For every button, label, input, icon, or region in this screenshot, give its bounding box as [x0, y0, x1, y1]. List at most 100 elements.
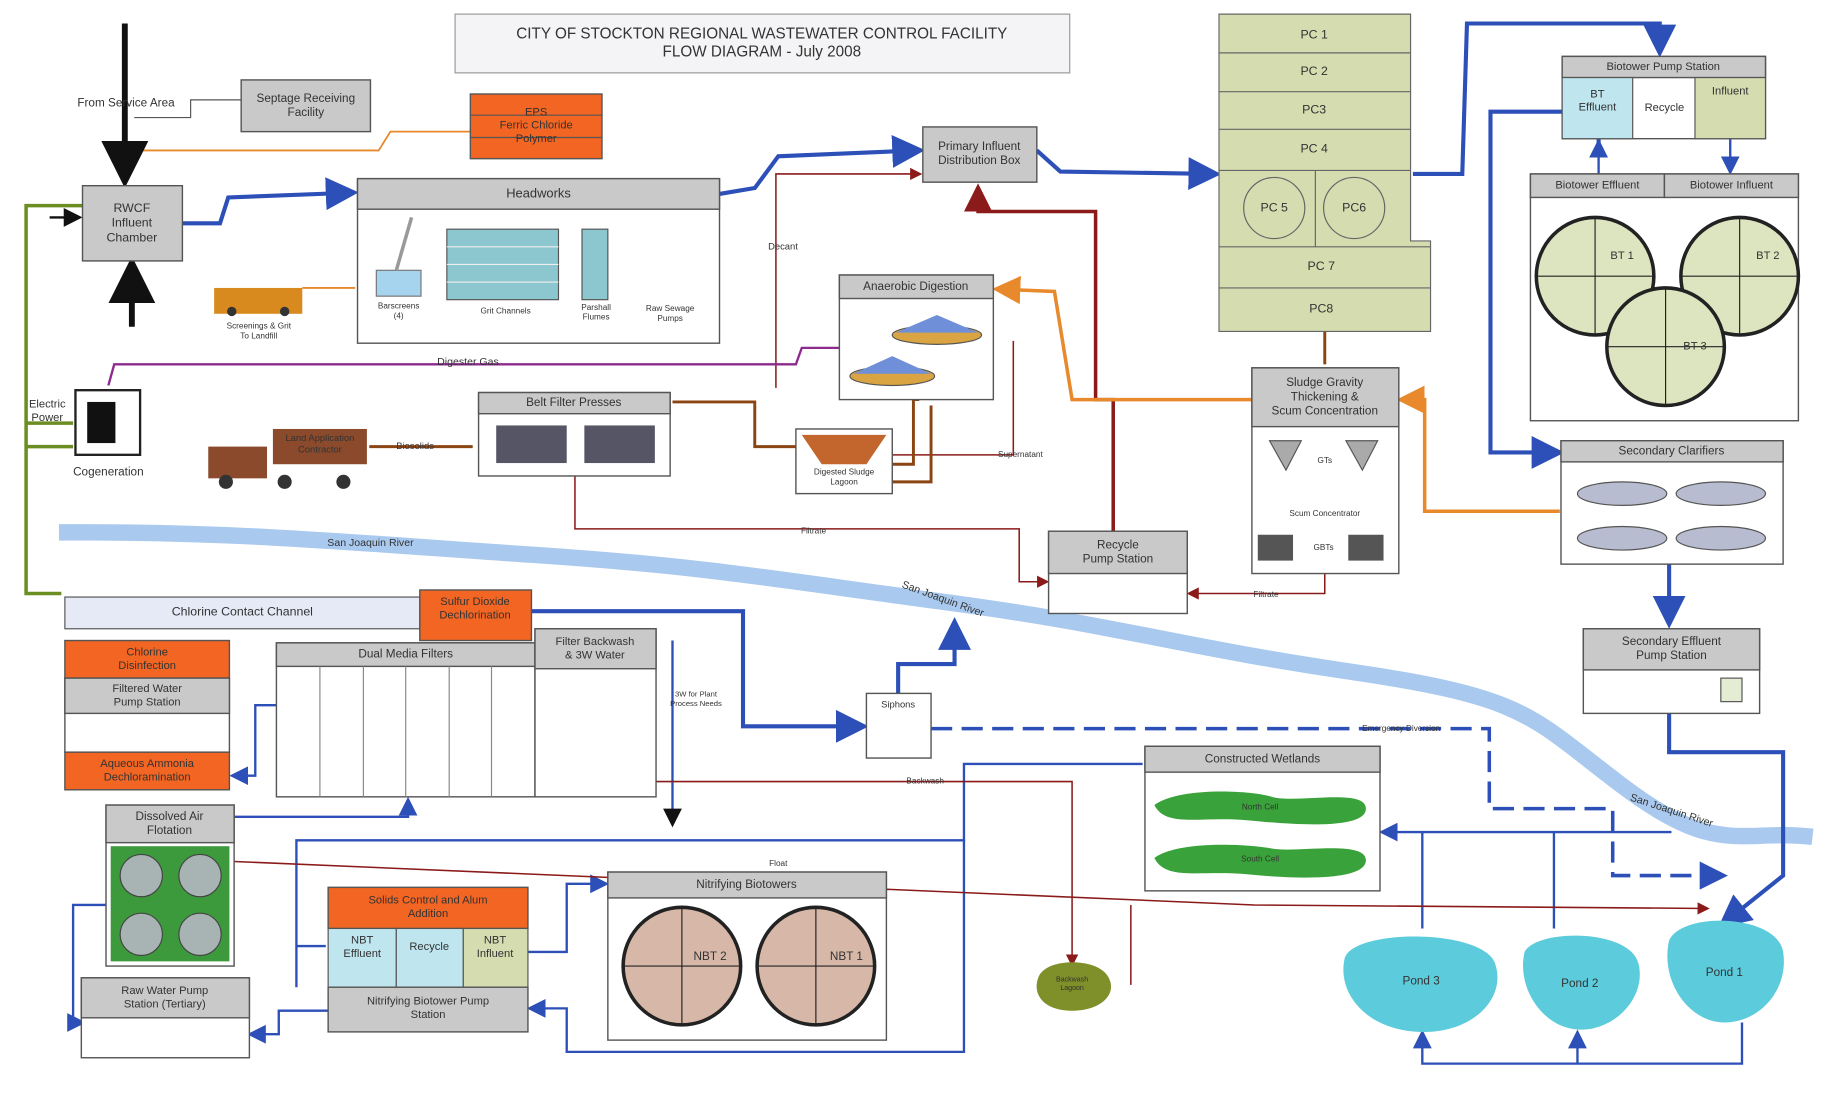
process-box: [1536, 217, 1799, 406]
label: Lagoon: [830, 477, 858, 486]
label: Distribution Box: [938, 154, 1020, 167]
process-box: [64, 13, 1801, 1059]
label: 3W for Plant: [675, 690, 718, 699]
label: PC3: [1302, 103, 1326, 117]
title: FLOW DIAGRAM - July 2008: [663, 44, 862, 61]
process-box: [327, 927, 397, 988]
label: NBT: [351, 935, 373, 947]
label: Dissolved Air: [136, 810, 204, 823]
label: Parshall: [581, 303, 611, 312]
label: PC 1: [1300, 28, 1328, 42]
process-box: [1561, 76, 1634, 140]
label: Chlorine Contact Channel: [172, 605, 313, 619]
process-box: [865, 692, 932, 759]
label: Effluent: [343, 948, 382, 960]
process-box: [218, 474, 233, 489]
process-box: [1348, 534, 1384, 561]
process-box: [277, 474, 292, 489]
process-box: [218, 306, 351, 489]
label: Filtrate: [1253, 590, 1279, 599]
label: Digester Gas: [437, 356, 499, 368]
label: Biosolids: [396, 440, 434, 451]
label: Nitrifying Biotowers: [696, 878, 797, 891]
label: Recycle: [409, 941, 449, 953]
label: PC 2: [1300, 64, 1328, 78]
label: NBT 1: [830, 950, 863, 963]
process-box: [356, 177, 721, 210]
main-flow-pipe: [234, 796, 418, 818]
label: Contractor: [298, 443, 342, 454]
label: Backwash: [906, 777, 944, 786]
label: PC 7: [1308, 259, 1336, 273]
main-flow-pipe: [182, 177, 359, 226]
process-box: [1561, 55, 1767, 79]
main-flow-pipe: [247, 1009, 329, 1044]
label: Recycle: [1097, 538, 1139, 551]
sludge-pipe: [24, 203, 83, 596]
label: Pond 3: [1403, 974, 1441, 987]
sludge-pipe: [1186, 573, 1326, 600]
label: Power: [31, 412, 63, 424]
label: PC 5: [1261, 200, 1289, 214]
main-flow-pipe: [526, 840, 966, 1054]
label: South Cell: [1241, 854, 1279, 863]
sludge-pipe: [992, 275, 1252, 402]
sludge-pipe: [963, 183, 1115, 532]
label: Supernatant: [998, 450, 1043, 459]
label: Filtrate: [801, 526, 827, 535]
label: Station (Tertiary): [124, 998, 206, 1010]
process-box: [81, 184, 184, 262]
process-box: [1047, 530, 1188, 575]
process-box: [581, 228, 609, 301]
process-box: [1257, 534, 1294, 561]
main-flow-pipe: [896, 617, 972, 694]
label: Disinfection: [118, 660, 176, 672]
label: Pond 1: [1706, 966, 1743, 979]
label: Flumes: [583, 313, 610, 322]
label: Backwash: [1056, 976, 1088, 983]
label: Solids Control and Alum: [368, 895, 487, 907]
label: & 3W Water: [565, 649, 625, 661]
title-box: [454, 13, 1071, 74]
process-box: [208, 446, 268, 479]
label: Electric: [29, 399, 66, 411]
label: Pump Station: [114, 696, 181, 708]
label: Septage Receiving: [256, 92, 355, 105]
process-box: [1694, 76, 1767, 140]
process-box: [607, 871, 888, 899]
process-box: [1154, 791, 1366, 825]
process-box: [1036, 962, 1112, 1011]
label: Facility: [288, 106, 325, 119]
process-box: [496, 425, 567, 464]
label: Flotation: [147, 824, 192, 837]
main-flow-pipe: [1488, 109, 1565, 469]
process-box: [1144, 745, 1381, 773]
process-box: [64, 596, 421, 630]
process-box: [1251, 367, 1400, 428]
process-box: [119, 853, 222, 957]
label: Float: [769, 859, 788, 868]
label: Cogeneration: [73, 466, 144, 479]
label: Dechlorination: [439, 609, 510, 621]
process-box: [1667, 920, 1784, 1023]
main-flow-pipe: [1412, 1022, 1744, 1065]
process-box: [1720, 677, 1743, 703]
label: Headworks: [506, 185, 571, 200]
process-box: [327, 886, 529, 930]
label: Filter Backwash: [556, 636, 635, 648]
label: Decant: [768, 240, 798, 251]
label: Effluent: [1579, 102, 1618, 114]
label: North Cell: [1242, 803, 1279, 812]
label: BT 1: [1610, 250, 1633, 262]
process-box: [1576, 481, 1668, 506]
process-box: [178, 853, 222, 898]
process-box: [327, 986, 529, 1033]
process-box: [534, 628, 657, 670]
label: Biotower Influent: [1690, 180, 1774, 192]
label: Constructed Wetlands: [1205, 752, 1321, 765]
sludge-pipe: [775, 167, 923, 388]
label: Pump Station: [1636, 649, 1707, 662]
label: Influent: [1712, 86, 1749, 98]
label: Chamber: [107, 230, 158, 244]
process-box: [1582, 628, 1761, 671]
